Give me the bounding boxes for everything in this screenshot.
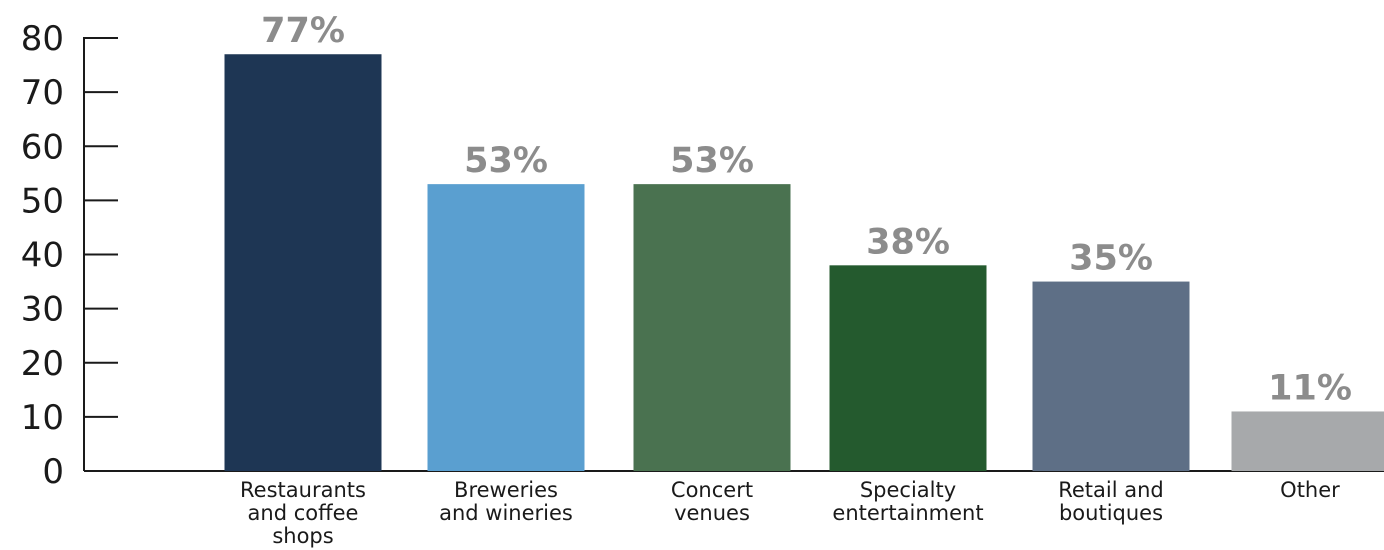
y-tick-label: 60 (21, 127, 64, 167)
category-label-line: and coffee (248, 501, 359, 525)
category-label: Concert venues (671, 478, 753, 525)
category-label-line: shops (272, 524, 333, 548)
y-tick-label: 50 (21, 181, 64, 221)
bar (427, 184, 585, 471)
category-label: Specialty entertainment (832, 478, 983, 525)
category-labels-group: Restaurants and coffee shops Breweries and w… (240, 478, 1340, 548)
category-label-line: venues (674, 501, 750, 525)
y-tick-label: 80 (21, 19, 64, 59)
y-tick-label: 10 (21, 398, 64, 438)
category-label: Breweries and wineries (439, 478, 573, 525)
category-label: Other (1280, 478, 1340, 502)
bar (224, 54, 382, 472)
data-label: 53% (464, 141, 548, 181)
y-tick-label: 20 (21, 344, 64, 384)
data-label: 35% (1069, 239, 1153, 279)
category-label-line: Concert (671, 478, 753, 502)
data-labels-group: 77% 53% 53% 38% 35% 11% (261, 11, 1352, 408)
category-label-line: Breweries (454, 478, 558, 502)
category-label-line: Retail and (1058, 478, 1164, 502)
category-label: Retail and boutiques (1058, 478, 1164, 525)
data-label: 53% (670, 141, 754, 181)
category-label: Restaurants and coffee shops (240, 478, 366, 548)
y-tick-label: 70 (21, 73, 64, 113)
bar (1032, 281, 1190, 471)
bars-group (224, 54, 1384, 472)
bar (1231, 411, 1384, 471)
category-label-line: boutiques (1059, 501, 1163, 525)
data-label: 77% (261, 11, 345, 51)
y-axis: 0 10 20 30 40 50 60 70 80 (21, 19, 118, 492)
category-label-line: Specialty (860, 478, 956, 502)
y-tick-label: 30 (21, 290, 64, 330)
y-tick-label: 40 (21, 236, 64, 276)
bar (829, 265, 987, 471)
data-label: 38% (866, 222, 950, 262)
y-tick-label: 0 (42, 452, 64, 492)
category-label-line: Restaurants (240, 478, 366, 502)
data-label: 11% (1268, 368, 1352, 408)
category-label-line: entertainment (832, 501, 983, 525)
category-label-line: Other (1280, 478, 1340, 502)
bar (633, 184, 791, 471)
category-label-line: and wineries (439, 501, 573, 525)
